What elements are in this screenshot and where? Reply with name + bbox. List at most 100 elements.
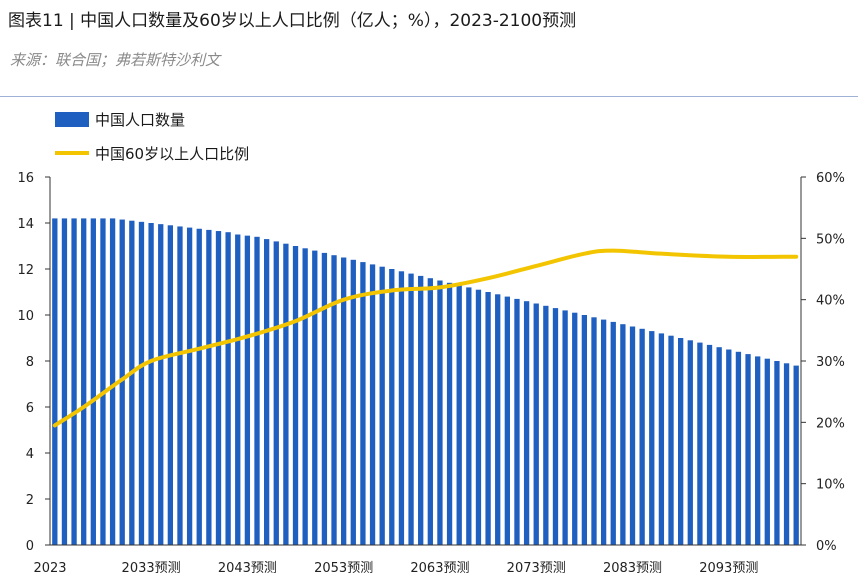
bar-2055 <box>360 262 366 545</box>
bar-2060 <box>408 273 414 545</box>
right-tick-label: 40% <box>816 294 845 309</box>
x-tick-label: 2053预测 <box>314 561 373 576</box>
bar-2082 <box>620 324 626 545</box>
bar-2093 <box>726 349 732 545</box>
bar-2083 <box>629 326 636 545</box>
x-tick-label: 2083预测 <box>603 561 662 576</box>
bar-2074 <box>543 305 549 545</box>
bar-2068 <box>485 292 491 545</box>
x-tick-label: 2043预测 <box>218 561 277 576</box>
bar-2031 <box>129 220 135 545</box>
bar-2034 <box>158 224 164 545</box>
bar-2044 <box>254 236 260 546</box>
bar-2038 <box>196 228 202 545</box>
bar-2075 <box>552 308 559 545</box>
left-tick-label: 6 <box>26 401 34 416</box>
bar-2067 <box>475 289 482 545</box>
bar-2040 <box>215 231 222 546</box>
right-tick-label: 30% <box>816 355 845 370</box>
bar-2057 <box>379 266 385 545</box>
x-tick-label: 2033预测 <box>122 561 181 576</box>
bar-2090 <box>697 342 703 545</box>
legend-bar-swatch <box>55 112 89 127</box>
bar-2100 <box>793 365 799 545</box>
bar-2079 <box>591 317 597 545</box>
bar-2023 <box>52 218 58 545</box>
aging-ratio-line <box>52 248 799 428</box>
left-tick-label: 0 <box>26 539 34 554</box>
bar-2052 <box>331 255 337 545</box>
right-tick-label: 0% <box>816 539 837 554</box>
bar-2066 <box>466 287 472 545</box>
bar-series <box>52 218 799 546</box>
x-tick-label: 2023 <box>33 561 66 576</box>
left-tick-label: 10 <box>17 309 34 324</box>
bar-2058 <box>389 269 395 545</box>
bar-2073 <box>533 303 539 545</box>
bar-2088 <box>678 338 684 545</box>
bar-2092 <box>716 347 722 545</box>
bar-2080 <box>600 319 607 545</box>
bar-2041 <box>225 232 231 545</box>
bar-2026 <box>81 218 87 545</box>
bar-2063 <box>437 280 443 545</box>
header-divider <box>0 96 858 97</box>
bar-2065 <box>456 285 462 545</box>
bar-2089 <box>687 340 693 545</box>
left-tick-label: 8 <box>26 355 34 370</box>
bar-2024 <box>61 218 68 545</box>
bar-2087 <box>668 335 674 545</box>
bar-2097 <box>764 358 770 545</box>
left-tick-label: 16 <box>17 171 34 186</box>
chart-title: 图表11 | 中国人口数量及60岁以上人口比例（亿人；%），2023-2100预… <box>8 11 577 31</box>
bar-2096 <box>755 356 761 545</box>
bar-2054 <box>350 259 356 545</box>
bar-2062 <box>427 278 433 545</box>
bar-2030 <box>119 219 125 546</box>
bar-2059 <box>398 271 405 545</box>
legend-bar-label: 中国人口数量 <box>95 111 185 129</box>
bar-2051 <box>321 252 328 545</box>
bar-2091 <box>706 344 713 545</box>
bar-2047 <box>283 243 289 545</box>
left-tick-label: 14 <box>17 217 34 232</box>
right-tick-label: 20% <box>816 416 845 431</box>
bar-2099 <box>783 363 790 545</box>
bar-2077 <box>572 312 578 545</box>
bar-2037 <box>186 227 193 545</box>
bar-2095 <box>745 354 751 545</box>
bar-2076 <box>562 310 568 545</box>
bar-2028 <box>100 218 106 545</box>
x-tick-label: 2073预测 <box>507 561 566 576</box>
x-tick-label: 2093预测 <box>699 561 758 576</box>
bar-2071 <box>514 298 520 545</box>
bar-2036 <box>177 226 183 545</box>
bar-2061 <box>418 275 424 545</box>
bar-2072 <box>523 301 530 545</box>
bar-2048 <box>292 246 299 545</box>
bar-2042 <box>235 234 241 545</box>
chart-source: 来源：联合国；弗若斯特沙利文 <box>10 51 221 69</box>
bar-2046 <box>273 241 279 545</box>
bar-2056 <box>369 264 376 545</box>
bar-2084 <box>639 328 645 545</box>
bar-2039 <box>206 229 212 545</box>
bar-2025 <box>71 218 77 545</box>
bar-2064 <box>446 282 453 545</box>
legend-line-label: 中国60岁以上人口比例 <box>95 145 249 163</box>
bar-2081 <box>610 321 616 545</box>
bar-2032 <box>138 221 145 545</box>
bar-2078 <box>581 315 588 545</box>
left-tick-label: 2 <box>26 493 34 508</box>
bar-2043 <box>244 235 251 545</box>
bar-2094 <box>735 351 742 545</box>
x-tick-label: 2063预测 <box>410 561 469 576</box>
right-tick-label: 50% <box>816 232 845 247</box>
legend: 中国人口数量 中国60岁以上人口比例 <box>55 111 249 163</box>
bar-2045 <box>263 239 270 545</box>
line-series <box>52 248 799 428</box>
bar-2035 <box>167 225 173 546</box>
bar-2070 <box>504 296 510 545</box>
bar-2027 <box>90 218 96 545</box>
